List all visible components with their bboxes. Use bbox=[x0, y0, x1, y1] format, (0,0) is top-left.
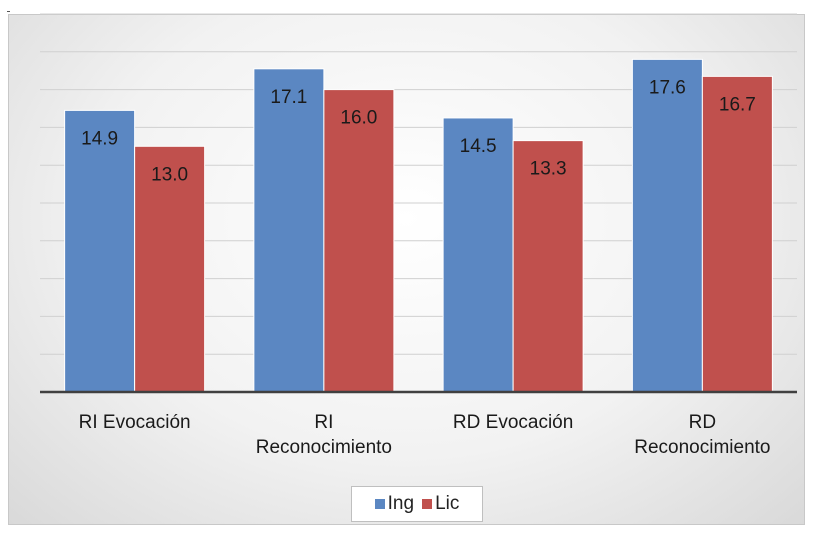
bar-ing bbox=[442, 117, 514, 393]
legend-label-ing: Ing bbox=[387, 493, 415, 514]
corner-mark bbox=[7, 11, 10, 12]
bar-ing bbox=[253, 68, 325, 393]
bar-ing bbox=[631, 58, 703, 393]
legend: Ing Lic bbox=[351, 486, 483, 522]
category-label: RD Evocación bbox=[453, 412, 573, 433]
legend-swatch-ing bbox=[374, 499, 385, 509]
data-label: 17.6 bbox=[649, 77, 686, 98]
legend-swatch-lic bbox=[422, 499, 433, 509]
category-label: RI Reconocimiento bbox=[256, 412, 392, 458]
data-label: 14.5 bbox=[460, 136, 497, 157]
data-label: 17.1 bbox=[270, 87, 307, 108]
legend-item-ing: Ing bbox=[374, 493, 415, 515]
category-label: RI Evocación bbox=[79, 412, 191, 433]
bar-ing bbox=[64, 109, 136, 393]
data-label: 16.7 bbox=[719, 94, 756, 115]
bar-lic bbox=[323, 89, 395, 393]
bar-lic bbox=[134, 145, 206, 393]
legend-label-lic: Lic bbox=[435, 493, 460, 514]
data-label: 13.0 bbox=[151, 164, 188, 185]
data-label: 14.9 bbox=[81, 128, 118, 149]
data-label: 13.3 bbox=[530, 159, 567, 180]
bar-lic bbox=[512, 140, 584, 393]
category-label: RD Reconocimiento bbox=[634, 412, 770, 458]
legend-item-lic: Lic bbox=[422, 493, 459, 515]
bar-lic bbox=[701, 75, 773, 393]
data-label: 16.0 bbox=[340, 108, 377, 129]
